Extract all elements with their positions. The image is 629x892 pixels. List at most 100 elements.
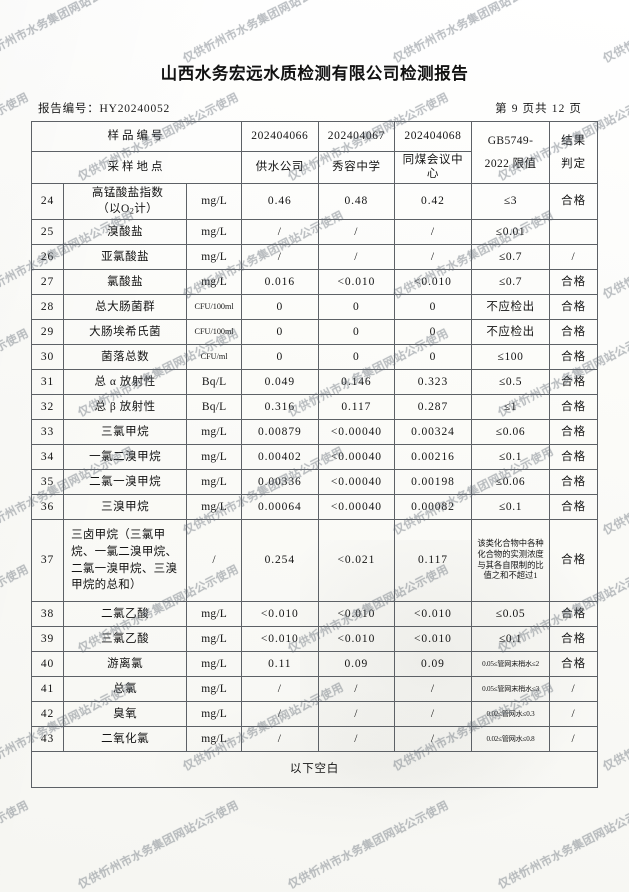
row-index: 41 [30, 676, 65, 703]
row-value-sample-2: <0.00040 [317, 444, 396, 471]
row-value-sample-2: 0.146 [317, 369, 396, 396]
row-item-name: 二氯一溴甲烷 [63, 469, 188, 496]
row-value-sample-1: / [241, 726, 319, 753]
water-quality-results-table: 样品编号 202404066 202404067 202404068 GB574… [30, 121, 598, 789]
table-row: 41 总氯 mg/L / //0.05≤管网末梢水≤3/ [30, 676, 598, 703]
header-result-line1: 结果 [561, 134, 587, 147]
row-result-judgement [549, 219, 598, 246]
table-row: 38 二氯乙酸 mg/L <0.010 <0.010 <0.010 ≤0.05 合格 [30, 601, 598, 628]
header-limit-standard: GB5749- 2022 限值 [470, 121, 551, 184]
table-row: 39 三氯乙酸 mg/L <0.010 <0.010 <0.010 ≤0.1 合格 [30, 626, 598, 653]
row-value-sample-3: 0.117 [394, 519, 472, 603]
row-unit: mg/L [186, 182, 243, 221]
header-site-3: 同煤会议中心 [394, 151, 472, 184]
row-limit-value: ≤0.01 [470, 219, 551, 246]
table-row: 30 菌落总数 CFU/ml 0 0 0 ≤100 合格 [30, 344, 598, 371]
row-item-name: 大肠埃希氏菌 [63, 319, 188, 346]
row-value-sample-2: <0.010 [317, 626, 396, 653]
header-result-judgement: 结果 判定 [549, 121, 598, 184]
row-value-sample-2: <0.00040 [317, 419, 396, 446]
row-value-sample-3: 0.323 [394, 369, 472, 396]
row-value-sample-1: 0.46 [241, 182, 319, 221]
row-value-sample-2: 0.48 [317, 182, 396, 221]
row-index: 24 [30, 182, 65, 221]
row-limit-value: 该类化合物中各种化合物的实测浓度与其各自限制的比值之和不超过1 [470, 519, 551, 603]
header-result-line2: 判定 [561, 157, 587, 170]
row-value-sample-1: / [241, 676, 319, 703]
row-item-name: 总 α 放射性 [63, 369, 188, 396]
row-limit-value: ≤0.7 [470, 269, 551, 296]
table-row: 29 大肠埃希氏菌 CFU/100ml 0 0 0 不应检出 合格 [30, 319, 598, 346]
table-row: 26 亚氯酸盐 mg/L / / / ≤0.7/ [30, 244, 598, 271]
row-value-sample-1: 0.049 [241, 369, 319, 396]
row-limit-value: ≤0.5 [470, 369, 551, 396]
row-limit-value: 不应检出 [470, 294, 551, 321]
row-value-sample-3: <0.010 [394, 269, 472, 296]
row-value-sample-1: 0 [241, 294, 319, 321]
row-value-sample-2: / [317, 726, 396, 753]
row-limit-value: ≤0.1 [470, 626, 551, 653]
row-value-sample-3: 0.42 [394, 182, 472, 221]
row-value-sample-2: <0.010 [317, 269, 396, 296]
row-result-judgement: / [549, 676, 598, 703]
row-result-judgement: 合格 [549, 294, 598, 321]
table-row: 31 总 α 放射性 Bq/L 0.049 0.146 0.323 ≤0.5 合格 [30, 369, 598, 396]
row-result-judgement: / [549, 244, 598, 271]
row-item-name: 二氯乙酸 [63, 601, 188, 628]
row-value-sample-3: / [394, 676, 472, 703]
row-unit: mg/L [186, 701, 243, 728]
row-item-name: 二氧化氯 [63, 726, 188, 753]
row-limit-value: ≤0.7 [470, 244, 551, 271]
row-unit: CFU/100ml [186, 319, 243, 346]
row-index: 33 [30, 419, 65, 446]
row-index: 35 [30, 469, 65, 496]
row-index: 39 [30, 626, 65, 653]
row-result-judgement: 合格 [549, 601, 598, 628]
row-result-judgement: 合格 [549, 182, 598, 221]
row-value-sample-3: / [394, 726, 472, 753]
row-item-name: 臭氧 [63, 701, 188, 728]
row-limit-value: ≤0.1 [470, 444, 551, 471]
row-unit: mg/L [186, 469, 243, 496]
row-value-sample-1: 0.00879 [241, 419, 319, 446]
row-unit: mg/L [186, 651, 243, 678]
row-value-sample-2: / [317, 244, 396, 271]
row-item-name: 游离氯 [63, 651, 188, 678]
row-result-judgement: 合格 [549, 344, 598, 371]
row-index: 42 [30, 701, 65, 728]
row-index: 43 [30, 726, 65, 753]
row-index: 27 [30, 269, 65, 296]
header-site-2: 秀容中学 [317, 151, 396, 184]
row-limit-value: 0.02≤管网水≤0.3 [470, 701, 551, 728]
row-result-judgement: 合格 [549, 419, 598, 446]
row-unit: mg/L [186, 419, 243, 446]
table-row: 27 氯酸盐 mg/L 0.016 <0.010 <0.010 ≤0.7 合格 [30, 269, 598, 296]
page-title: 山西水务宏远水质检测有限公司检测报告 [160, 64, 469, 83]
row-value-sample-2: <0.010 [317, 601, 396, 628]
table-header-sampling-site: 采样地点 供水公司 秀容中学 同煤会议中心 [30, 151, 598, 184]
row-value-sample-1: 0 [241, 319, 319, 346]
row-index: 40 [30, 651, 65, 678]
row-unit: mg/L [186, 244, 243, 271]
row-value-sample-3: / [394, 244, 472, 271]
row-unit: / [186, 519, 243, 603]
row-value-sample-3: 0.00082 [394, 494, 472, 521]
header-sampling-site-label: 采样地点 [30, 151, 243, 184]
row-unit: Bq/L [186, 369, 243, 396]
row-item-name: 氯酸盐 [63, 269, 188, 296]
header-sample-no-label: 样品编号 [30, 121, 243, 152]
page-number: 第 9 页共 12 页 [495, 103, 582, 115]
table-row: 28 总大肠菌群 CFU/100ml 0 0 0 不应检出 合格 [30, 294, 598, 321]
row-item-name: 总大肠菌群 [63, 294, 188, 321]
row-item-name: 一氯二溴甲烷 [63, 444, 188, 471]
row-value-sample-2: 0 [317, 319, 396, 346]
row-index: 31 [30, 369, 65, 396]
row-value-sample-2: <0.00040 [317, 494, 396, 521]
row-result-judgement: 合格 [549, 469, 598, 496]
row-value-sample-1: <0.010 [241, 601, 319, 628]
row-unit: mg/L [186, 726, 243, 753]
row-result-judgement: 合格 [549, 651, 598, 678]
row-value-sample-3: 0.00198 [394, 469, 472, 496]
row-limit-value: 0.05≤管网末梢水≤2 [470, 651, 551, 678]
